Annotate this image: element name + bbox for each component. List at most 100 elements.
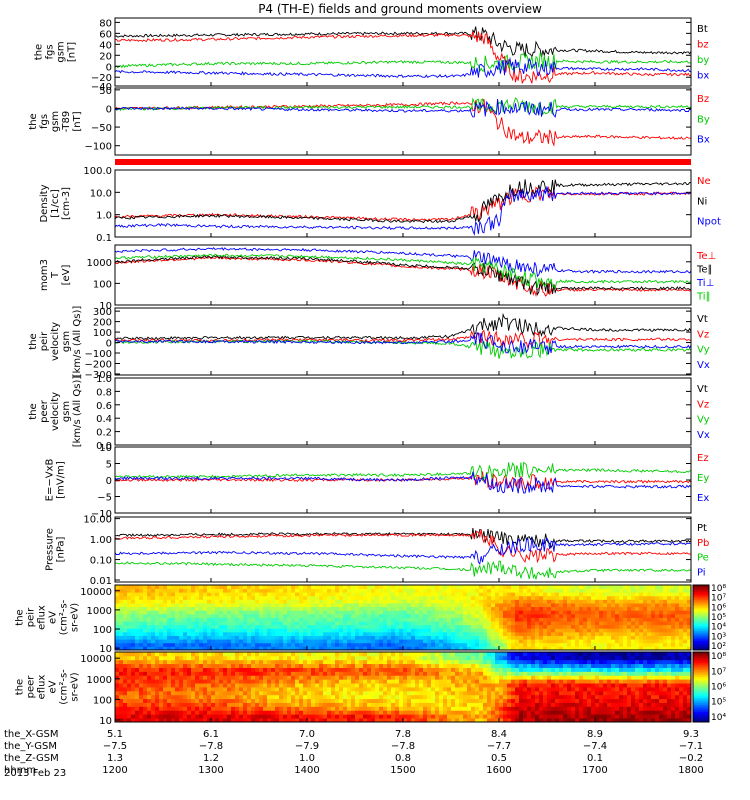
spec-cell [583, 628, 588, 633]
spec-cell [507, 624, 512, 629]
spec-cell [535, 642, 540, 647]
spec-cell [387, 617, 392, 622]
spec-cell [291, 610, 296, 615]
spec-cell [459, 628, 464, 633]
spec-cell [247, 687, 252, 692]
spec-cell [411, 635, 416, 640]
spec-cell [635, 610, 640, 615]
spec-cell [319, 599, 324, 604]
spec-cell [151, 683, 156, 688]
spec-cell [195, 588, 200, 593]
spec-cell [571, 667, 576, 672]
spec-cell [559, 603, 564, 608]
spec-cell [251, 592, 256, 597]
spec-cell [223, 659, 228, 665]
spec-cell [115, 679, 120, 684]
spec-cell [207, 683, 212, 688]
spec-cell [175, 675, 180, 680]
spec-cell [323, 679, 328, 684]
spec-cell [263, 679, 268, 684]
spec-cell [419, 687, 424, 692]
spec-cell [399, 624, 404, 629]
spec-cell [303, 642, 308, 647]
spec-cell [219, 687, 224, 692]
spec-cell [159, 706, 164, 711]
spec-cell [235, 606, 240, 611]
y-tick-label: 10 [99, 644, 112, 655]
spec-cell [115, 642, 120, 647]
spec-cell [303, 613, 308, 618]
spec-cell [311, 617, 316, 622]
spec-cell [275, 659, 280, 665]
spec-cell [679, 606, 684, 611]
spec-cell [147, 621, 152, 626]
spec-cell [515, 617, 520, 622]
colorbar-cell [693, 585, 709, 588]
spec-cell [547, 646, 552, 651]
spec-cell [131, 592, 136, 597]
spec-cell [231, 603, 236, 608]
spec-cell [127, 652, 132, 657]
spec-cell [187, 588, 192, 593]
spec-cell [463, 710, 468, 715]
spec-cell [495, 714, 500, 719]
spec-cell [343, 683, 348, 688]
spec-cell [427, 628, 432, 633]
spec-cell [247, 592, 252, 597]
spec-cell [275, 631, 280, 636]
spec-cell [535, 667, 540, 672]
spec-cell [187, 667, 192, 672]
spec-cell [379, 687, 384, 692]
y-tick-label: 0.8 [96, 387, 112, 398]
spec-cell [655, 624, 660, 629]
spec-cell [219, 635, 224, 640]
spec-cell [603, 613, 608, 618]
colorbar-cell [693, 594, 709, 597]
spec-cell [399, 702, 404, 707]
spec-cell [443, 652, 448, 657]
spec-cell [427, 702, 432, 707]
spec-cell [275, 646, 280, 651]
spec-cell [367, 694, 372, 700]
spec-cell [263, 698, 268, 703]
spec-cell [291, 706, 296, 711]
spec-cell [363, 690, 368, 696]
spec-cell [263, 642, 268, 647]
spec-cell [507, 687, 512, 692]
spec-cell [651, 588, 656, 593]
spec-cell [535, 610, 540, 615]
series-Bt [114, 26, 692, 59]
spec-cell [303, 683, 308, 688]
spec-cell [211, 698, 216, 703]
spec-cell [419, 624, 424, 629]
spec-cell [351, 592, 356, 597]
spec-cell [451, 659, 456, 665]
spec-cell [591, 646, 596, 651]
spec-cell [435, 679, 440, 684]
spec-cell [555, 698, 560, 703]
spec-cell [571, 613, 576, 618]
spec-cell [279, 702, 284, 707]
spec-cell [247, 710, 252, 715]
spec-cell [683, 606, 688, 611]
spec-cell [471, 628, 476, 633]
spec-cell [215, 617, 220, 622]
spec-cell [323, 639, 328, 644]
series-Vx [114, 332, 692, 355]
spec-cell [383, 628, 388, 633]
spec-cell [227, 675, 232, 680]
spec-cell [671, 639, 676, 644]
spec-cell [219, 683, 224, 688]
spec-cell [303, 628, 308, 633]
spec-cell [139, 659, 144, 665]
spec-cell [363, 628, 368, 633]
spec-cell [471, 624, 476, 629]
spec-cell [131, 679, 136, 684]
spec-cell [475, 635, 480, 640]
spec-cell [587, 628, 592, 633]
spec-cell [243, 585, 248, 590]
spec-cell [407, 714, 412, 719]
spec-cell [475, 667, 480, 672]
spec-cell [539, 671, 544, 676]
spec-cell [235, 635, 240, 640]
